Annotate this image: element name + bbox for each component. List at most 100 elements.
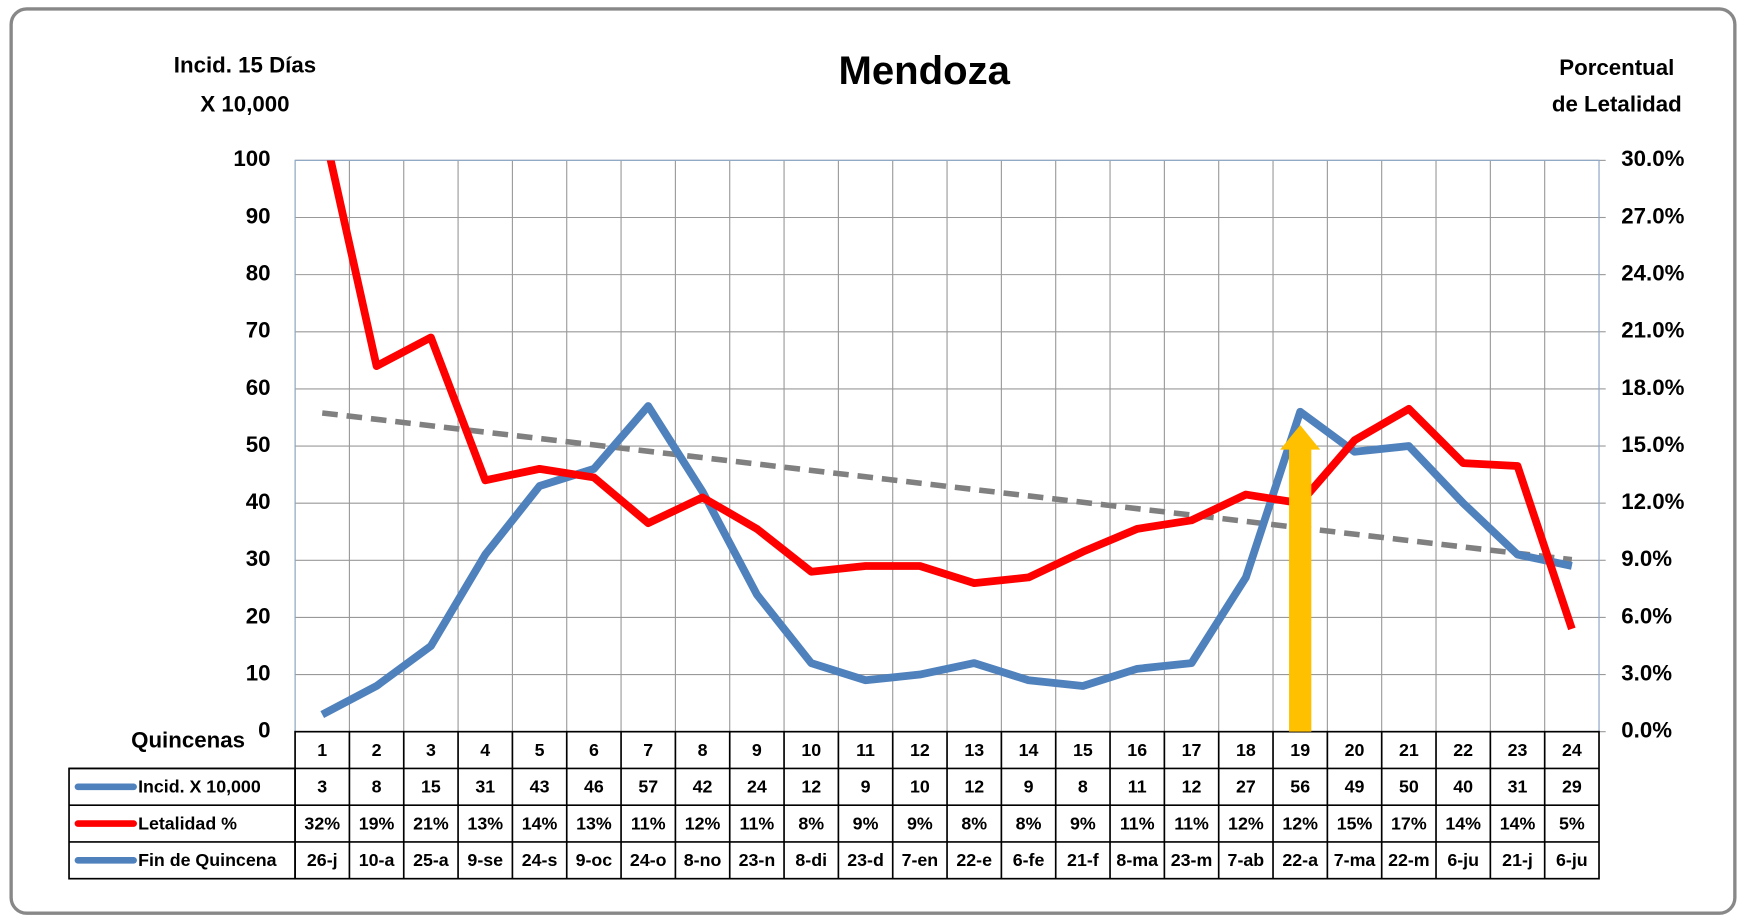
x-tick-label: 19	[1290, 740, 1310, 760]
date-label: 7-ma	[1334, 850, 1377, 870]
x-tick-label: 6	[589, 740, 599, 760]
highlight-arrow	[1280, 425, 1321, 732]
x-tick-label: 23	[1508, 740, 1528, 760]
table-value: 17%	[1391, 813, 1427, 833]
y2-tick-label: 24.0%	[1621, 261, 1684, 286]
table-value: 11%	[1120, 813, 1155, 833]
y-tick-label: 60	[246, 375, 271, 400]
table-value: 3	[317, 777, 327, 797]
table-value: 12	[1182, 777, 1202, 797]
x-tick-label: 15	[1073, 740, 1093, 760]
x-tick-label: 2	[372, 740, 382, 760]
y2-tick-label: 30.0%	[1621, 146, 1684, 171]
table-value: 13%	[576, 813, 612, 833]
x-tick-label: 10	[801, 740, 821, 760]
y2-axis-title: Porcentual	[1559, 55, 1674, 80]
plot-area	[320, 160, 1576, 718]
legend-label: Letalidad %	[138, 813, 237, 833]
table-value: 9%	[853, 813, 879, 833]
x-tick-label: 22	[1453, 740, 1473, 760]
table-value: 12	[801, 777, 821, 797]
date-label: 6-fe	[1013, 850, 1045, 870]
date-label: 26-j	[307, 850, 338, 870]
date-label: 6-ju	[1556, 850, 1588, 870]
date-label: 10-a	[359, 850, 396, 870]
x-tick-label: 8	[698, 740, 708, 760]
table-value: 11%	[1174, 813, 1209, 833]
x-tick-label: 21	[1399, 740, 1419, 760]
y-tick-label: 0	[258, 718, 270, 743]
table-value: 57	[638, 777, 658, 797]
y-tick-label: 10	[246, 660, 271, 685]
table-value: 11%	[740, 813, 775, 833]
table-value: 12%	[685, 813, 721, 833]
date-label: 23-d	[847, 850, 884, 870]
table-value: 12	[964, 777, 984, 797]
table-value: 9%	[1070, 813, 1096, 833]
date-label: 23-m	[1171, 850, 1213, 870]
table-value: 14%	[1445, 813, 1481, 833]
x-tick-label: 24	[1562, 740, 1582, 760]
table-value: 5%	[1559, 813, 1585, 833]
x-tick-label: 16	[1127, 740, 1147, 760]
table-value: 42	[693, 777, 713, 797]
table-value: 21%	[413, 813, 449, 833]
y2-tick-label: 12.0%	[1621, 489, 1684, 514]
y-tick-label: 20	[246, 603, 271, 628]
x-tick-label: 20	[1345, 740, 1365, 760]
table-value: 9	[861, 777, 871, 797]
table-value: 31	[475, 777, 495, 797]
table-value: 9	[1024, 777, 1034, 797]
y-tick-label: 100	[233, 146, 270, 171]
table-value: 32%	[304, 813, 340, 833]
date-label: 9-se	[467, 850, 503, 870]
table-value: 19%	[359, 813, 395, 833]
chart-title: Mendoza	[839, 49, 1011, 93]
table-value: 14%	[522, 813, 558, 833]
y-tick-label: 40	[246, 489, 271, 514]
table-value: 27	[1236, 777, 1256, 797]
date-label: 22-m	[1388, 850, 1430, 870]
y2-tick-label: 18.0%	[1621, 375, 1684, 400]
x-tick-label: 14	[1019, 740, 1039, 760]
table-value: 29	[1562, 777, 1582, 797]
date-label: 21-j	[1502, 850, 1533, 870]
y2-tick-label: 21.0%	[1621, 318, 1684, 343]
trendline	[321, 410, 1573, 563]
x-tick-label: 18	[1236, 740, 1256, 760]
table-value: 13%	[467, 813, 503, 833]
table-value: 24	[747, 777, 767, 797]
y-tick-label: 80	[246, 261, 271, 286]
table-value: 10	[910, 777, 930, 797]
category-axis-title: Quincenas	[131, 728, 245, 753]
table-value: 56	[1290, 777, 1310, 797]
y2-tick-label: 9.0%	[1621, 546, 1672, 571]
table-value: 15	[421, 777, 441, 797]
x-tick-label: 17	[1182, 740, 1202, 760]
date-label: 23-n	[739, 850, 776, 870]
table-value: 8	[372, 777, 382, 797]
x-tick-label: 1	[317, 740, 327, 760]
series-line	[326, 160, 1576, 631]
x-tick-label: 3	[426, 740, 436, 760]
table-value: 50	[1399, 777, 1419, 797]
series-line	[320, 402, 1573, 718]
table-value: 43	[530, 777, 550, 797]
table-value: 31	[1508, 777, 1528, 797]
date-label: 9-oc	[576, 850, 613, 870]
date-label: 8-di	[795, 850, 827, 870]
x-tick-label: 7	[643, 740, 653, 760]
date-label: 21-f	[1067, 850, 1099, 870]
y-tick-label: 50	[246, 432, 271, 457]
date-label: 25-a	[413, 850, 450, 870]
table-value: 8%	[961, 813, 987, 833]
date-label: 7-en	[902, 850, 939, 870]
date-label: 6-ju	[1447, 850, 1479, 870]
x-tick-label: 4	[480, 740, 490, 760]
table-value: 12%	[1228, 813, 1264, 833]
date-label: 8-ma	[1116, 850, 1159, 870]
x-tick-label: 13	[964, 740, 984, 760]
legend-label: Fin de Quincena	[138, 850, 278, 870]
date-label: 8-no	[684, 850, 722, 870]
